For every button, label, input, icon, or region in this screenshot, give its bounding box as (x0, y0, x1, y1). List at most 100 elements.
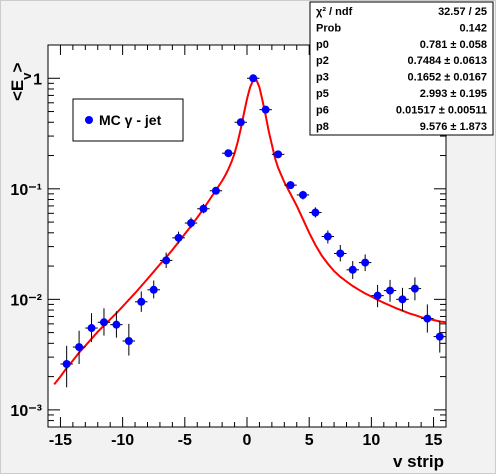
data-marker (261, 105, 270, 114)
data-marker (137, 297, 146, 306)
data-point (97, 308, 111, 336)
data-marker (398, 295, 407, 304)
data-marker (386, 286, 395, 295)
stats-label: Prob (316, 22, 341, 34)
x-tick-label: 5 (305, 432, 314, 449)
data-marker (211, 186, 220, 195)
data-points-group (60, 74, 446, 388)
stats-value: 0.781 ± 0.058 (420, 39, 487, 51)
data-point (135, 291, 148, 312)
y-tick-label: 10⁻² (10, 292, 42, 309)
data-point (421, 304, 434, 333)
data-point (209, 186, 223, 195)
data-marker (274, 150, 283, 159)
stats-value: 32.57 / 25 (438, 6, 487, 18)
data-point (309, 207, 322, 218)
data-marker (361, 258, 370, 267)
data-point (296, 190, 310, 200)
data-marker (298, 190, 307, 199)
stats-value: 9.576 ± 1.873 (420, 121, 487, 133)
data-marker (187, 219, 196, 228)
data-point (433, 320, 446, 353)
stats-value: 2.993 ± 0.195 (420, 88, 487, 100)
data-point (184, 217, 198, 229)
x-tick-label: -10 (111, 432, 134, 449)
x-tick-label: -15 (49, 432, 72, 449)
data-marker (87, 324, 96, 333)
data-marker (224, 149, 233, 158)
data-marker (174, 233, 183, 242)
data-point (408, 277, 422, 301)
data-marker (410, 284, 419, 293)
stats-label: χ² / ndf (316, 6, 353, 18)
y-axis-title-subscript: v (19, 72, 34, 80)
data-point (122, 323, 136, 356)
data-marker (199, 204, 208, 213)
stats-value: 0.1652 ± 0.0167 (408, 72, 487, 84)
data-point (284, 181, 297, 190)
fit-curve (53, 77, 447, 386)
data-marker (75, 343, 84, 352)
data-point (222, 149, 235, 158)
data-marker (112, 320, 121, 329)
data-marker (124, 336, 133, 345)
legend-label: MC γ - jet (99, 112, 162, 128)
data-point (110, 311, 123, 338)
y-tick-label: 1 (33, 71, 42, 88)
x-tick-label: -5 (178, 432, 192, 449)
data-marker (249, 74, 258, 83)
stats-label: p5 (316, 88, 329, 100)
data-marker (435, 332, 444, 341)
data-point (234, 118, 247, 127)
data-point (396, 287, 409, 312)
stats-label: p8 (316, 121, 329, 133)
stats-label: p6 (316, 104, 329, 116)
data-point (172, 231, 185, 244)
data-point (85, 313, 98, 343)
data-point (383, 279, 397, 302)
legend-marker-icon (85, 116, 93, 124)
stats-box-frame (309, 1, 494, 136)
stats-rows: χ² / ndf 32.57 / 25 Prob 0.142 p0 0.781 ± 0.0… (316, 6, 487, 133)
data-marker (336, 249, 345, 258)
data-point (197, 203, 210, 214)
data-marker (373, 291, 382, 300)
data-point (371, 284, 384, 308)
data-marker (286, 181, 295, 190)
stats-value: 0.7484 ± 0.0613 (408, 55, 487, 67)
data-point (159, 252, 173, 269)
stats-value: 0.01517 ± 0.00511 (396, 104, 487, 116)
data-point (247, 74, 260, 83)
data-point (321, 230, 335, 244)
x-tick-label: 0 (243, 432, 252, 449)
data-point (60, 345, 73, 388)
stats-box: χ² / ndf 32.57 / 25 Prob 0.142 p0 0.781 ± 0.0… (309, 1, 494, 136)
x-axis-title: v strip (393, 452, 444, 471)
data-point (72, 330, 86, 365)
y-tick-label: 10⁻³ (10, 403, 42, 420)
data-marker (162, 256, 171, 265)
legend: MC γ - jet (72, 98, 184, 142)
data-point (346, 261, 359, 279)
data-marker (149, 285, 158, 294)
data-marker (236, 118, 245, 127)
stats-value: 0.142 (459, 22, 487, 34)
stats-label: p0 (316, 39, 329, 51)
data-marker (423, 314, 432, 323)
x-tick-label: 15 (425, 432, 443, 449)
data-marker (62, 360, 71, 369)
x-tick-label: 10 (362, 432, 380, 449)
y-axis-title: <Ev> (8, 62, 34, 101)
stats-label: p2 (316, 55, 329, 67)
stats-label: p3 (316, 72, 329, 84)
y-tick-label: 10⁻¹ (10, 182, 42, 199)
data-point (334, 245, 347, 262)
data-point (358, 254, 372, 272)
data-point (259, 105, 272, 114)
fit-curve-group (53, 77, 447, 386)
data-point (147, 280, 160, 299)
data-point (271, 150, 285, 159)
data-marker (311, 208, 320, 217)
